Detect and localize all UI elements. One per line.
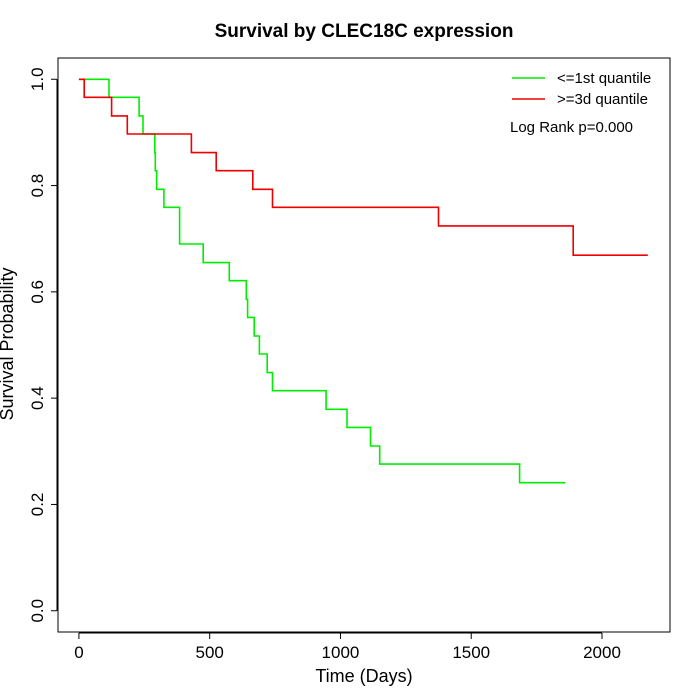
y-tick-label: 1.0 [28,67,47,91]
x-axis: 0 500 1000 1500 2000 [74,632,621,662]
y-tick-label: 0.6 [28,280,47,304]
legend-label: <=1st quantile [557,70,651,87]
legend: <=1st quantile >=3d quantile [512,70,651,108]
y-axis: 0.0 0.2 0.4 0.6 0.8 1.0 [28,67,58,623]
survival-curve-high [78,78,648,256]
x-tick-label: 1500 [452,643,490,662]
plot-frame [57,57,671,633]
x-tick-label: 500 [196,643,224,662]
x-tick-label: 0 [74,643,83,662]
y-tick-label: 0.0 [28,599,47,623]
chart-title: Survival by CLEC18C expression [215,21,514,42]
log-rank-annotation: Log Rank p=0.000 [510,119,633,136]
x-tick-label: 1000 [322,643,360,662]
x-axis-label: Time (Days) [315,666,412,686]
survival-curve-low [78,78,566,484]
x-tick-label: 2000 [583,643,621,662]
series-layer [78,78,648,484]
y-tick-label: 0.4 [28,386,47,410]
y-tick-label: 0.8 [28,174,47,198]
y-axis-label: Survival Probability [0,267,17,420]
y-tick-label: 0.2 [28,493,47,517]
legend-label: >=3d quantile [557,91,648,108]
